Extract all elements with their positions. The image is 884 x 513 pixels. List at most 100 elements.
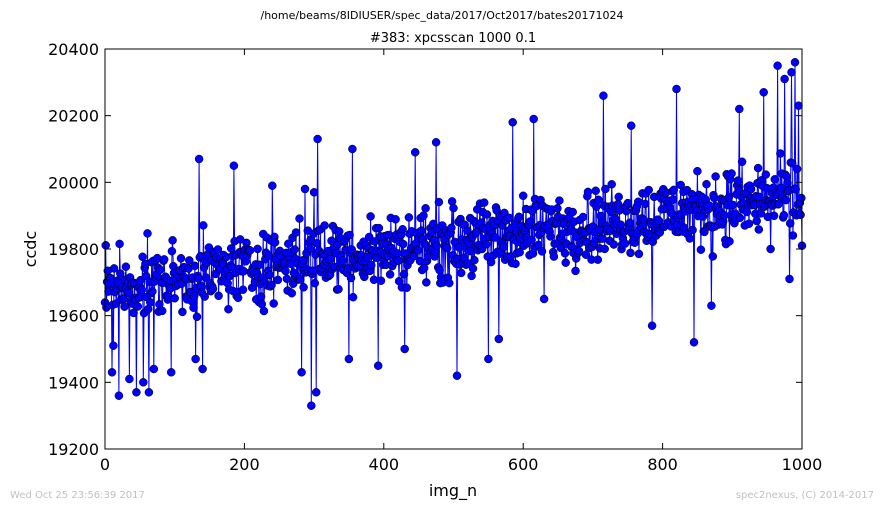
data-point — [640, 199, 650, 209]
data-point — [282, 274, 292, 284]
data-point — [672, 84, 681, 94]
data-point — [310, 278, 320, 288]
data-point — [393, 249, 402, 258]
y-axis-label: ccdc — [21, 231, 40, 268]
data-point — [300, 184, 310, 194]
data-point — [148, 287, 157, 296]
data-point — [364, 232, 374, 242]
file-path-heading: /home/beams/8IDIUSER/spec_data/2017/Oct2… — [261, 9, 624, 22]
data-point — [308, 266, 317, 275]
data-point — [295, 274, 305, 284]
data-point — [281, 266, 290, 276]
data-point — [326, 254, 336, 264]
data-point — [616, 220, 626, 229]
data-point — [157, 306, 167, 316]
data-point — [369, 275, 379, 285]
data-point — [787, 159, 797, 168]
data-point — [233, 293, 243, 303]
data-point — [200, 292, 209, 301]
data-point — [785, 219, 795, 228]
data-point — [482, 239, 491, 249]
data-point — [435, 265, 444, 275]
data-point — [689, 338, 699, 347]
data-point — [794, 101, 803, 110]
data-point — [727, 169, 736, 178]
data-point — [549, 252, 559, 261]
data-point — [245, 246, 255, 255]
data-point — [607, 180, 616, 189]
data-point — [291, 228, 301, 237]
data-point — [376, 276, 386, 285]
data-point — [299, 283, 308, 292]
data-point — [109, 341, 118, 350]
data-point — [596, 211, 605, 221]
data-point — [654, 216, 664, 226]
data-point — [394, 256, 403, 265]
data-point — [399, 239, 408, 249]
data-point — [634, 249, 644, 259]
data-point — [752, 216, 761, 226]
data-point — [470, 255, 479, 265]
data-point — [432, 241, 442, 251]
data-point — [518, 191, 528, 201]
data-point — [121, 262, 131, 271]
data-point — [796, 210, 805, 220]
data-point — [166, 368, 176, 377]
x-axis-label: img_n — [429, 481, 477, 501]
data-point — [756, 209, 766, 218]
data-point — [609, 240, 619, 249]
data-point — [761, 170, 771, 179]
data-point — [419, 263, 429, 273]
data-point — [759, 88, 768, 97]
data-point — [422, 278, 431, 287]
data-point — [644, 185, 653, 195]
data-point — [788, 231, 798, 240]
data-point — [467, 271, 476, 281]
data-point — [568, 207, 577, 217]
data-point — [307, 401, 316, 410]
data-point — [253, 244, 262, 254]
data-point — [149, 364, 159, 374]
data-point — [268, 181, 277, 190]
data-point — [287, 288, 297, 298]
data-point — [201, 273, 211, 282]
data-point — [190, 261, 200, 271]
data-point — [398, 225, 407, 234]
data-point — [707, 301, 716, 310]
data-point — [143, 229, 152, 238]
data-point — [417, 226, 426, 235]
data-point — [593, 255, 603, 264]
y-tick-label: 19400 — [48, 373, 99, 392]
data-point — [708, 252, 718, 261]
x-tick-label: 0 — [100, 455, 110, 474]
data-point — [705, 201, 714, 210]
data-point — [107, 368, 117, 377]
data-point — [591, 186, 600, 196]
x-tick-label: 200 — [229, 455, 260, 474]
data-point — [780, 74, 789, 84]
data-point — [456, 268, 466, 278]
data-point — [785, 274, 794, 284]
data-point — [737, 157, 747, 167]
data-point — [208, 284, 218, 294]
data-point — [546, 232, 555, 241]
data-point — [404, 213, 414, 222]
data-point — [578, 212, 588, 222]
data-point — [442, 243, 452, 253]
data-point — [391, 215, 400, 224]
data-point — [138, 252, 147, 262]
data-point — [189, 303, 198, 312]
data-point — [685, 234, 695, 243]
data-point — [348, 144, 357, 154]
data-point — [413, 246, 423, 255]
data-point — [116, 269, 125, 278]
data-point — [766, 244, 775, 254]
data-point — [623, 198, 633, 208]
data-point — [465, 246, 474, 256]
data-point — [583, 187, 593, 197]
data-point — [114, 391, 124, 400]
data-point — [537, 247, 547, 256]
data-point — [725, 237, 734, 246]
data-point — [259, 306, 269, 316]
